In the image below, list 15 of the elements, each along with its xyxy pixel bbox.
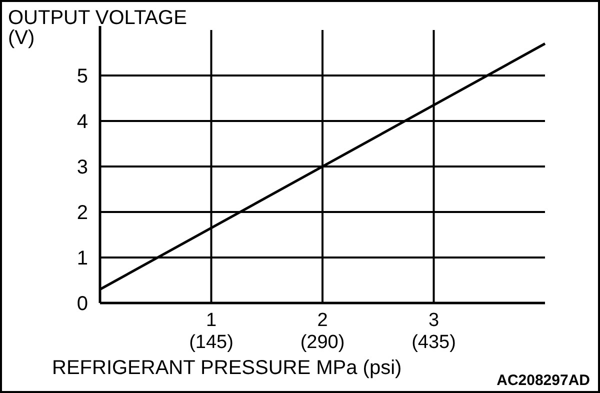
x-tick-label: 1 [206, 310, 217, 331]
y-tick-label: 0 [76, 293, 88, 315]
text: AC208297AD [496, 372, 590, 389]
y-tick-label: 3 [76, 156, 88, 178]
y-tick-label: 5 [76, 66, 88, 88]
y-tick-label: 1 [76, 248, 88, 270]
x-tick-label: 3 [428, 310, 440, 331]
y-tick-label: 2 [76, 202, 88, 224]
x-tick-label: 2 [317, 310, 328, 331]
x2-tick-label: (290) [300, 332, 345, 353]
x2-tick-label: (145) [189, 332, 234, 353]
y-tick-label: 4 [76, 111, 88, 133]
x2-tick-label: (435) [412, 332, 456, 353]
x-axis-title: REFRIGERANT PRESSURE MPa (psi) [52, 357, 402, 379]
y-axis-title: OUTPUT VOLTAGE (V) [8, 7, 187, 49]
